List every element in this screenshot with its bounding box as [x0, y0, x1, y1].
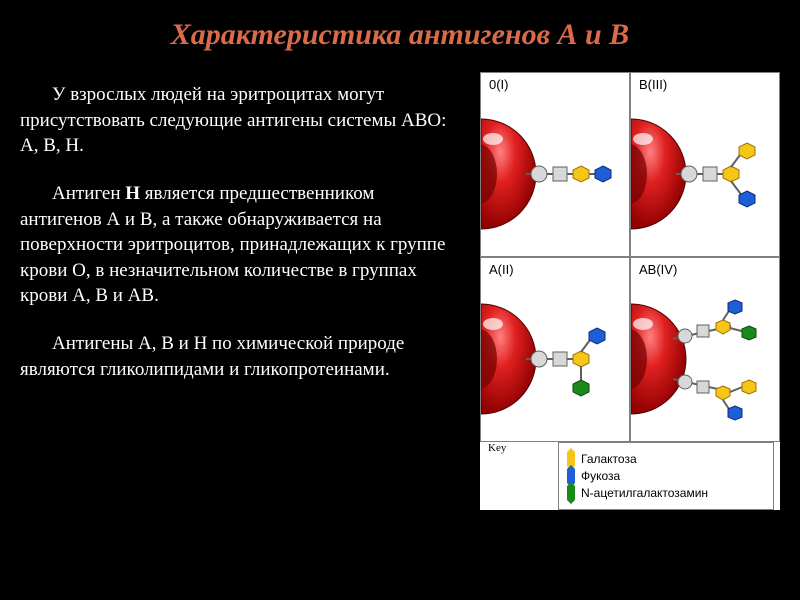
legend-title: Key: [488, 442, 506, 454]
cell-O: 0(I): [480, 72, 630, 257]
legend-row-nacgal: N-ацетилгалактозамин: [567, 486, 765, 500]
rbc-A-svg: [481, 284, 631, 444]
legend-label-nacgal: N-ацетилгалактозамин: [581, 486, 708, 500]
galactose-icon: [567, 452, 575, 466]
rbc-O: [481, 99, 631, 254]
label-O: 0(I): [489, 77, 509, 92]
paragraph-3: Антигены А, В и Н по химической природе …: [20, 331, 460, 382]
cell-AB: AB(IV): [630, 257, 780, 442]
legend-label-galactose: Галактоза: [581, 452, 637, 466]
cell-B: B(III): [630, 72, 780, 257]
rbc-AB: [631, 284, 781, 459]
cell-A: A(II): [480, 257, 630, 442]
rbc-B-svg: [631, 99, 781, 259]
rbc-O-svg: [481, 99, 631, 249]
rbc-A: [481, 284, 631, 449]
paragraph-1: У взрослых людей на эритроцитах могут пр…: [20, 82, 460, 159]
slide-title: Характеристика антигенов А и В: [0, 0, 800, 62]
label-B: B(III): [639, 77, 667, 92]
label-AB: AB(IV): [639, 262, 677, 277]
legend-row-fucose: Фукоза: [567, 469, 765, 483]
fucose-icon: [567, 469, 575, 483]
rbc-AB-svg: [631, 284, 781, 454]
label-A: A(II): [489, 262, 514, 277]
text-column: У взрослых людей на эритроцитах могут пр…: [20, 72, 460, 510]
rbc-B: [631, 99, 781, 264]
nacgal-icon: [567, 486, 575, 500]
p2-pre: Антиген: [52, 183, 125, 204]
legend-label-fucose: Фукоза: [581, 469, 620, 483]
paragraph-2: Антиген Н является предшественником анти…: [20, 181, 460, 309]
blood-type-grid: 0(I): [480, 72, 780, 442]
diagram-column: 0(I): [480, 72, 780, 510]
legend-row-galactose: Галактоза: [567, 452, 765, 466]
legend-box: Галактоза Фукоза N-ацетилгалактозамин: [558, 442, 774, 510]
content-row: У взрослых людей на эритроцитах могут пр…: [0, 62, 800, 520]
p2-bold: Н: [125, 183, 140, 204]
